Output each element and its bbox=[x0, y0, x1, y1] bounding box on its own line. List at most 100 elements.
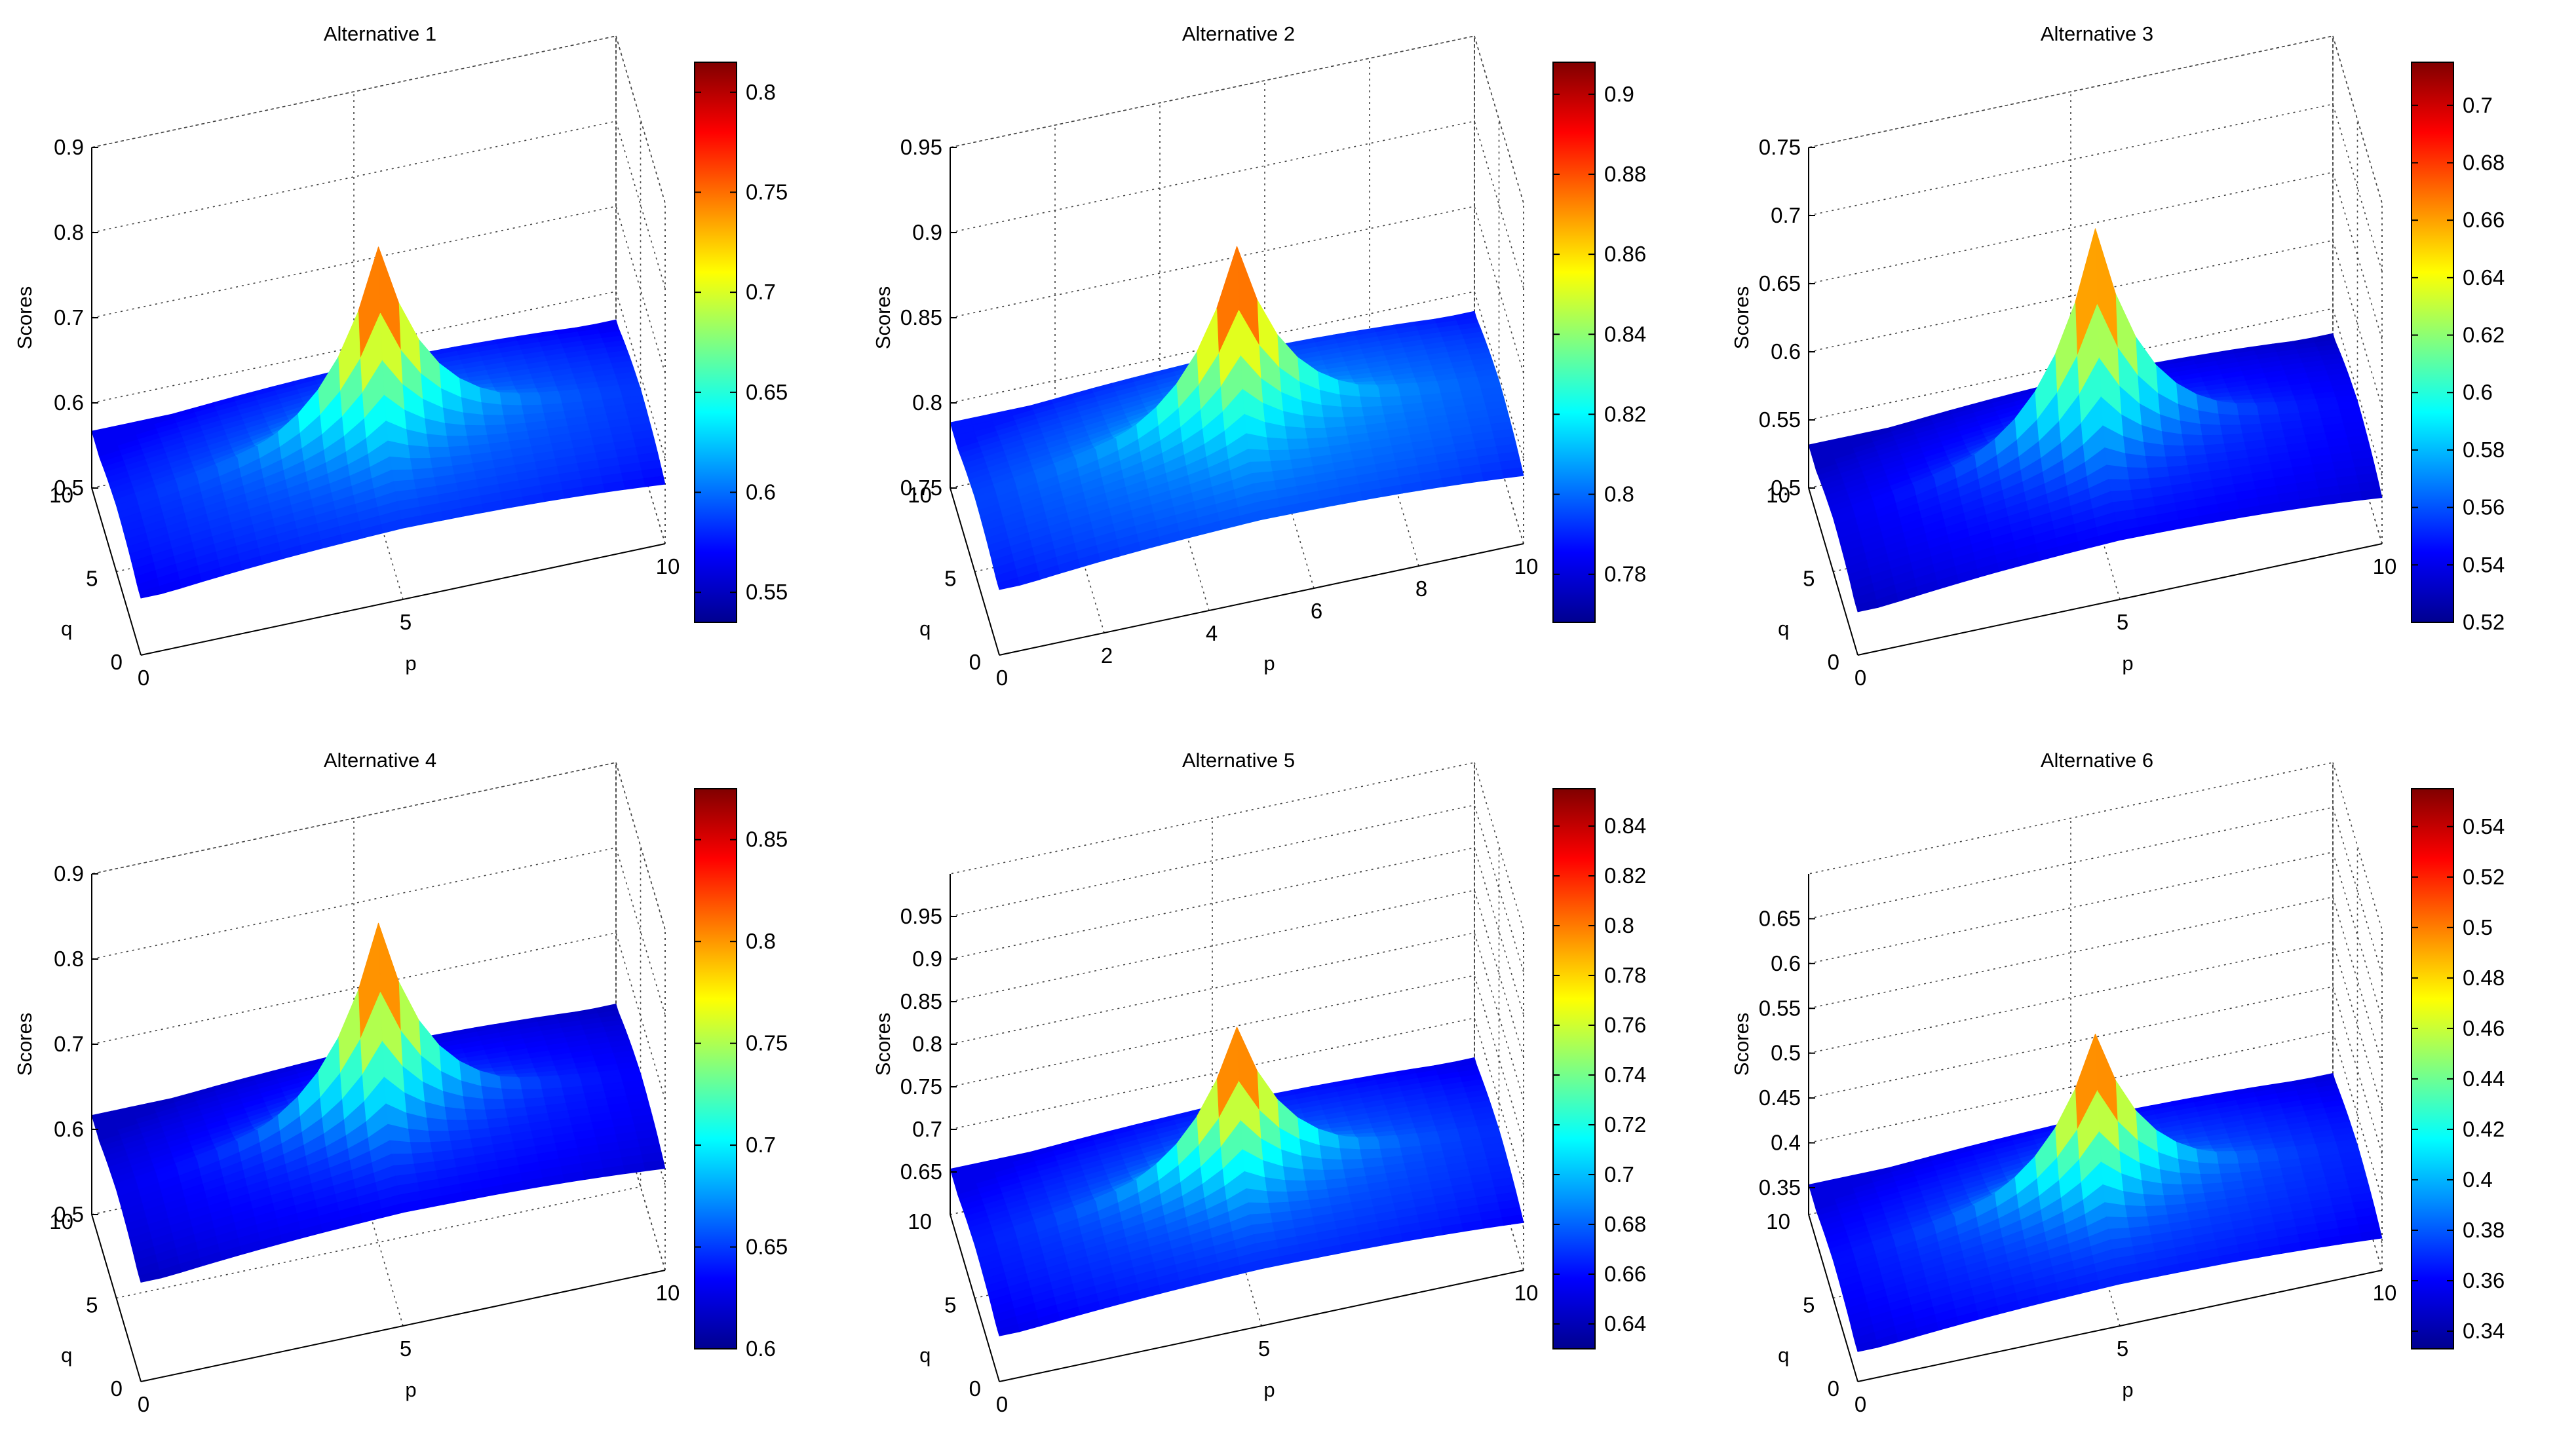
surface-patch bbox=[2163, 444, 2186, 457]
p-tick-label: 5 bbox=[1258, 1336, 1270, 1361]
p-tick-label: 10 bbox=[1514, 1281, 1539, 1305]
colorbar-tick-label: 0.76 bbox=[1604, 1013, 1646, 1037]
colorbar-tick-label: 0.52 bbox=[2463, 610, 2505, 634]
axes bbox=[950, 874, 1524, 1382]
colorbar-gradient bbox=[1552, 788, 1596, 1349]
colorbar-gradient bbox=[2411, 62, 2454, 623]
q-tick-label: 10 bbox=[908, 483, 932, 507]
surface-patch bbox=[519, 394, 542, 406]
surface-patch bbox=[482, 1099, 506, 1110]
colorbar-tick-label: 0.66 bbox=[2463, 208, 2505, 232]
surface-patch bbox=[1268, 449, 1291, 462]
surface-patch bbox=[391, 1153, 414, 1166]
q-tick-label: 5 bbox=[86, 1293, 98, 1317]
q-tick-label: 0 bbox=[1828, 1376, 1839, 1401]
z-tick-label: 0.6 bbox=[54, 390, 84, 415]
colorbar-tick-label: 0.5 bbox=[2463, 915, 2493, 939]
surface-patch bbox=[997, 1324, 1020, 1336]
colorbar-tick-label: 0.7 bbox=[746, 280, 776, 304]
z-tick-label: 0.5 bbox=[1771, 476, 1801, 500]
q-axis-label: q bbox=[919, 1344, 931, 1367]
z-axis-label: Scores bbox=[13, 1013, 36, 1076]
surface-patch bbox=[426, 1117, 449, 1132]
chart-title: Alternative 6 bbox=[2041, 749, 2153, 772]
surface-patch bbox=[1284, 426, 1307, 440]
chart-title: Alternative 3 bbox=[2041, 22, 2153, 45]
surface-patch bbox=[539, 395, 562, 406]
z-tick-label: 0.8 bbox=[912, 390, 942, 415]
surface-chart-3: Alternative 3 0.5 0.55 0.6 0.65 0.7 0.75 0 5 10 0 5… bbox=[1717, 0, 2575, 726]
surface-patch bbox=[1855, 1340, 1879, 1352]
colorbar-tick-label: 0.84 bbox=[1604, 322, 1646, 346]
colorbar-tick-label: 0.66 bbox=[1604, 1262, 1646, 1286]
surface-patch bbox=[2238, 415, 2261, 426]
surface-chart-5: Alternative 50.650.70.750.80.850.90.9505… bbox=[858, 726, 1717, 1453]
z-axis-label: Scores bbox=[1730, 286, 1753, 349]
colorbar bbox=[694, 788, 737, 1349]
chart-panel-2: Alternative 2 0.75 0.8 0.85 0.9 0.95 0 2 4 6 8 10 0 5… bbox=[858, 0, 1717, 726]
colorbar-tick-label: 0.9 bbox=[1604, 82, 1634, 106]
colorbar-tick-label: 0.54 bbox=[2463, 814, 2505, 839]
q-tick-label: 10 bbox=[908, 1209, 932, 1234]
z-tick-label: 0.8 bbox=[54, 220, 84, 244]
surface-patch bbox=[444, 1106, 467, 1121]
surface-chart-4: Alternative 4 0.5 0.6 0.7 0.8 0.9 0 5 10 0 5 10 p q Sc… bbox=[0, 726, 858, 1453]
p-tick-label: 0 bbox=[138, 1392, 149, 1416]
surface-patch bbox=[389, 456, 412, 470]
surface-patch bbox=[444, 423, 467, 437]
surface-patch bbox=[428, 1131, 451, 1143]
p-axis-label: p bbox=[1263, 1378, 1275, 1401]
q-axis-label: q bbox=[61, 617, 72, 640]
colorbar-tick-label: 0.8 bbox=[1604, 913, 1634, 937]
surface-patch bbox=[446, 436, 469, 447]
surface-patch bbox=[1359, 396, 1383, 408]
z-axis-label: Scores bbox=[13, 286, 36, 349]
axes bbox=[91, 147, 666, 656]
p-tick-label: 0 bbox=[138, 666, 149, 690]
q-axis-label: q bbox=[1778, 617, 1789, 640]
surface-patch bbox=[2183, 445, 2206, 457]
colorbar-tick-label: 0.58 bbox=[2463, 438, 2505, 462]
surface-patch bbox=[521, 1089, 544, 1099]
surface-patch bbox=[2179, 1173, 2202, 1185]
chart-title: Alternative 4 bbox=[324, 749, 436, 772]
surface-patch bbox=[2106, 464, 2129, 480]
z-tick-label: 0.35 bbox=[1759, 1175, 1801, 1199]
q-tick-label: 10 bbox=[49, 483, 73, 507]
z-tick-label: 0.7 bbox=[54, 305, 84, 330]
colorbar-gradient bbox=[694, 62, 737, 623]
p-tick-label: 8 bbox=[1415, 576, 1427, 601]
z-tick-label: 0.65 bbox=[1759, 271, 1801, 295]
surface-patch bbox=[464, 425, 488, 437]
chart-panel-5: Alternative 5 0.65 0.7 0.75 0.8 0.85 0.9 0.95 0 5… bbox=[858, 726, 1717, 1453]
q-tick-label: 10 bbox=[49, 1209, 73, 1234]
z-tick-label: 0.75 bbox=[900, 476, 942, 500]
colorbar-tick-label: 0.44 bbox=[2463, 1066, 2505, 1091]
z-tick-label: 0.75 bbox=[1759, 135, 1801, 159]
colorbar-tick-label: 0.78 bbox=[1604, 562, 1646, 586]
surface-patch bbox=[519, 1078, 542, 1090]
chart-panel-3: Alternative 3 0.5 0.55 0.6 0.65 0.7 0.75 0 5 10 0 5… bbox=[1717, 0, 2575, 726]
surface bbox=[91, 922, 666, 1283]
surface-patch bbox=[501, 1088, 524, 1100]
surface bbox=[1808, 1034, 2383, 1352]
surface-patch bbox=[2197, 1162, 2221, 1175]
surface-patch bbox=[501, 404, 524, 416]
z-axis-label: Scores bbox=[1730, 1013, 1753, 1076]
z-tick-label: 0.65 bbox=[900, 1160, 942, 1184]
colorbar bbox=[1552, 62, 1596, 623]
surface-patch bbox=[1398, 387, 1421, 397]
surface-patch bbox=[2126, 467, 2149, 480]
q-tick-label: 5 bbox=[86, 567, 98, 591]
q-tick-label: 0 bbox=[969, 650, 981, 674]
surface-patch bbox=[482, 414, 506, 426]
surface-patch bbox=[2106, 1217, 2129, 1230]
colorbar-tick-label: 0.8 bbox=[746, 80, 776, 104]
p-tick-label: 0 bbox=[996, 666, 1008, 690]
colorbar-tick-label: 0.75 bbox=[746, 1031, 788, 1055]
surface-patch bbox=[410, 457, 433, 470]
chart-panel-6: Alternative 6 0.35 0.4 0.45 0.5 0.55 0.6 0.65 0 5… bbox=[1717, 726, 2575, 1453]
surface-patch bbox=[2216, 1152, 2239, 1165]
surface-patch bbox=[1359, 1148, 1383, 1160]
surface-patch bbox=[464, 1108, 488, 1121]
